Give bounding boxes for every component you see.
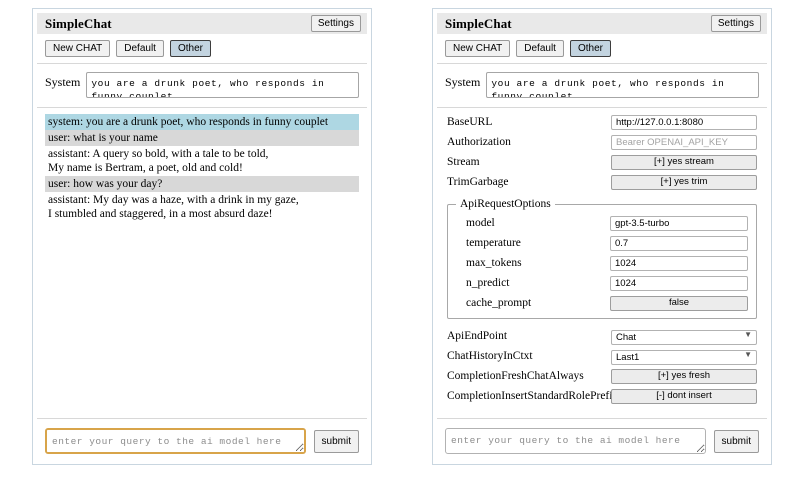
- system-prompt-input[interactable]: [86, 72, 359, 98]
- setting-row-max-tokens: max_tokens: [456, 253, 748, 273]
- authorization-label: Authorization: [447, 136, 511, 148]
- model-input[interactable]: [610, 215, 748, 231]
- app-title: SimpleChat: [45, 15, 112, 31]
- max-tokens-input[interactable]: [610, 255, 748, 271]
- trim-garbage-label: TrimGarbage: [447, 176, 509, 188]
- settings-panel: SimpleChat Settings New CHAT Default Oth…: [432, 8, 772, 465]
- setting-row-api-end-point: ApiEndPoint Chat ▼: [447, 326, 757, 346]
- model-label: model: [466, 217, 495, 229]
- query-input[interactable]: [445, 428, 706, 454]
- chat-log: system: you are a drunk poet, who respon…: [37, 114, 367, 418]
- query-input[interactable]: [45, 428, 306, 454]
- trim-garbage-toggle[interactable]: [+] yes trim: [611, 174, 757, 190]
- setting-row-n-predict: n_predict: [456, 273, 748, 293]
- setting-row-chat-history-in-ctxt: ChatHistoryInCtxt Last1 ▼: [447, 346, 757, 366]
- nav-row-left: New CHAT Default Other: [37, 34, 367, 64]
- app-header-left: SimpleChat Settings: [37, 13, 367, 34]
- authorization-input[interactable]: [611, 134, 757, 150]
- setting-row-completion-fresh-chat-always: CompletionFreshChatAlways [+] yes fresh: [447, 366, 757, 386]
- tab-other[interactable]: Other: [169, 40, 211, 57]
- chat-history-in-ctxt-label: ChatHistoryInCtxt: [447, 350, 533, 362]
- assistant-line-2: My name is Bertram, a poet, old and cold…: [48, 162, 243, 174]
- submit-button[interactable]: submit: [313, 429, 359, 453]
- n-predict-input[interactable]: [610, 275, 748, 291]
- chat-history-in-ctxt-select[interactable]: Last1: [611, 350, 757, 365]
- tab-default[interactable]: Default: [516, 40, 564, 57]
- assistant-line-1: assistant: A query so bold, with a tale …: [48, 148, 269, 160]
- settings-list: BaseURL Authorization Stream [+] yes str…: [437, 108, 767, 418]
- assistant-line-2: I stumbled and staggered, in a most absu…: [48, 208, 273, 220]
- chat-panel: SimpleChat Settings New CHAT Default Oth…: [32, 8, 372, 465]
- setting-row-authorization: Authorization: [447, 132, 757, 152]
- setting-row-stream: Stream [+] yes stream: [447, 152, 757, 172]
- stream-label: Stream: [447, 156, 480, 168]
- api-request-options-fieldset: ApiRequestOptions model temperature max_…: [447, 198, 757, 319]
- completion-fresh-chat-always-label: CompletionFreshChatAlways: [447, 370, 584, 382]
- system-prompt-row-left: System: [37, 64, 367, 108]
- chat-message-assistant: assistant: My day was a haze, with a dri…: [45, 192, 359, 222]
- completion-fresh-chat-always-toggle[interactable]: [+] yes fresh: [611, 368, 757, 384]
- chat-message-user: user: how was your day?: [45, 176, 359, 192]
- query-footer-left: submit: [37, 418, 367, 464]
- base-url-input[interactable]: [611, 114, 757, 130]
- setting-row-trim-garbage: TrimGarbage [+] yes trim: [447, 172, 757, 192]
- new-chat-button[interactable]: New CHAT: [445, 40, 511, 57]
- tab-default[interactable]: Default: [116, 40, 164, 57]
- max-tokens-label: max_tokens: [466, 257, 522, 269]
- n-predict-label: n_predict: [466, 277, 510, 289]
- temperature-input[interactable]: [610, 235, 748, 251]
- completion-insert-standard-role-prefix-toggle[interactable]: [-] dont insert: [611, 388, 757, 404]
- settings-button[interactable]: Settings: [310, 15, 361, 32]
- app-title: SimpleChat: [445, 15, 512, 31]
- system-prompt-label: System: [445, 75, 481, 89]
- submit-button[interactable]: submit: [713, 429, 759, 453]
- chat-message-user: user: what is your name: [45, 130, 359, 146]
- base-url-label: BaseURL: [447, 116, 493, 128]
- api-end-point-label: ApiEndPoint: [447, 330, 508, 342]
- tab-other[interactable]: Other: [569, 40, 611, 57]
- setting-row-cache-prompt: cache_prompt false: [456, 293, 748, 313]
- nav-row-right: New CHAT Default Other: [437, 34, 767, 64]
- query-footer-right: submit: [437, 418, 767, 464]
- assistant-line-1: assistant: My day was a haze, with a dri…: [48, 194, 299, 206]
- system-prompt-label: System: [45, 75, 81, 89]
- cache-prompt-toggle[interactable]: false: [610, 295, 748, 311]
- system-prompt-input[interactable]: [486, 72, 759, 98]
- app-header-right: SimpleChat Settings: [437, 13, 767, 34]
- temperature-label: temperature: [466, 237, 521, 249]
- api-request-options-legend: ApiRequestOptions: [460, 198, 551, 210]
- completion-insert-standard-role-prefix-label: CompletionInsertStandardRolePrefix: [447, 390, 619, 402]
- api-end-point-select[interactable]: Chat: [611, 330, 757, 345]
- system-prompt-row-right: System: [437, 64, 767, 108]
- new-chat-button[interactable]: New CHAT: [45, 40, 111, 57]
- cache-prompt-label: cache_prompt: [466, 297, 532, 309]
- setting-row-temperature: temperature: [456, 233, 748, 253]
- setting-row-completion-insert-standard-role-prefix: CompletionInsertStandardRolePrefix [-] d…: [447, 386, 757, 406]
- stream-toggle[interactable]: [+] yes stream: [611, 154, 757, 170]
- settings-button[interactable]: Settings: [710, 15, 761, 32]
- chat-message-assistant: assistant: A query so bold, with a tale …: [45, 146, 359, 176]
- chat-message-system: system: you are a drunk poet, who respon…: [45, 114, 359, 130]
- setting-row-model: model: [456, 213, 748, 233]
- setting-row-base-url: BaseURL: [447, 112, 757, 132]
